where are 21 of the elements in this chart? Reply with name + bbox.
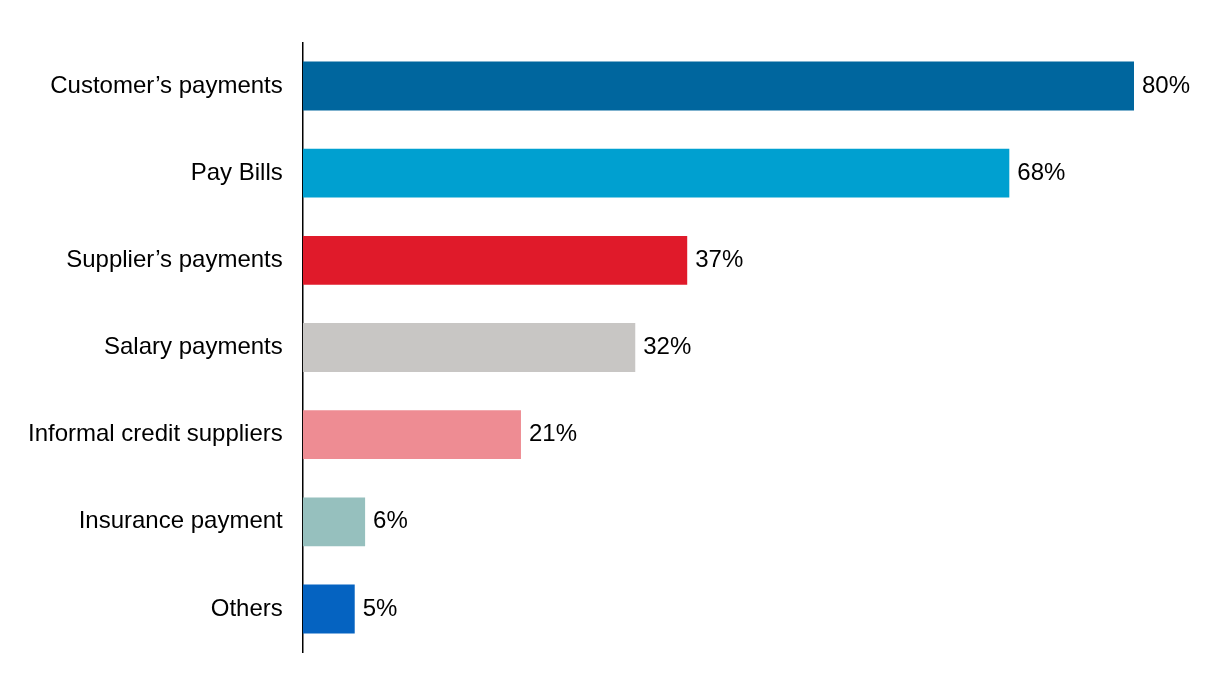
y-tick-label: Salary payments (104, 332, 283, 360)
data-label: 21% (528, 419, 578, 447)
bar (302, 584, 355, 634)
data-label: 5% (362, 593, 398, 621)
bar (302, 61, 1134, 111)
bar (302, 323, 636, 372)
data-label: 37% (695, 244, 744, 272)
bar (302, 235, 688, 285)
y-tick-label: Informal credit suppliers (28, 419, 283, 447)
y-tick-label: Others (210, 593, 283, 621)
bar (302, 410, 521, 460)
y-tick-label: Insurance payment (78, 506, 284, 534)
data-label: 6% (373, 506, 408, 534)
y-tick-label: Supplier’s payments (66, 244, 283, 272)
data-label: 68% (1017, 157, 1066, 185)
data-label: 80% (1142, 70, 1191, 98)
y-tick-label: Customer’s payments (50, 70, 283, 98)
y-tick-label: Pay Bills (190, 157, 283, 185)
data-label: 32% (643, 332, 692, 360)
bar (302, 497, 366, 547)
bar (302, 148, 1010, 198)
